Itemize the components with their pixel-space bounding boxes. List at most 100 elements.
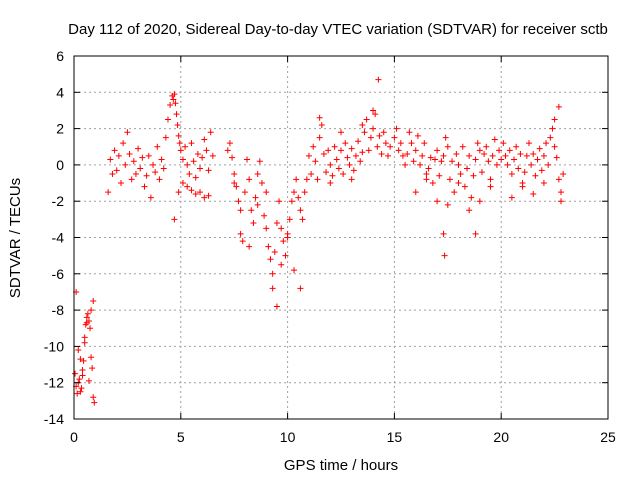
data-point: [172, 100, 179, 107]
data-point: [538, 167, 545, 174]
data-point: [457, 170, 464, 177]
data-point: [498, 156, 505, 163]
y-tick-label: -4: [52, 230, 65, 246]
data-point: [141, 183, 148, 190]
data-point: [359, 149, 366, 156]
data-point: [265, 243, 272, 250]
data-point: [107, 156, 114, 163]
data-point: [152, 169, 159, 176]
data-point: [382, 140, 389, 147]
data-point: [425, 165, 432, 172]
data-point: [231, 180, 238, 187]
data-point: [143, 172, 150, 179]
data-point: [237, 230, 244, 237]
data-point: [88, 354, 95, 361]
x-tick-label: 0: [70, 429, 78, 445]
data-point: [224, 147, 231, 154]
data-point: [291, 189, 298, 196]
data-point: [434, 198, 441, 205]
data-point: [361, 129, 368, 136]
data-point: [380, 129, 387, 136]
data-point: [90, 298, 97, 305]
data-point: [397, 140, 404, 147]
data-point: [235, 198, 242, 205]
data-point: [162, 134, 169, 141]
data-point: [237, 207, 244, 214]
data-point: [329, 172, 336, 179]
data-point: [176, 140, 183, 147]
data-point: [280, 238, 287, 245]
data-point: [192, 174, 199, 181]
data-point: [374, 143, 381, 150]
data-point: [487, 183, 494, 190]
data-point: [284, 230, 291, 237]
data-point: [164, 116, 171, 123]
data-point: [273, 303, 280, 310]
data-points: [72, 76, 567, 406]
data-point: [201, 136, 208, 143]
data-point: [476, 198, 483, 205]
data-point: [312, 158, 319, 165]
data-point: [199, 154, 206, 161]
data-point: [493, 161, 500, 168]
data-point: [291, 267, 298, 274]
data-point: [325, 147, 332, 154]
x-tick-label: 5: [177, 429, 185, 445]
data-point: [352, 152, 359, 159]
data-point: [357, 158, 364, 165]
data-point: [365, 147, 372, 154]
data-point: [536, 145, 543, 152]
data-point: [417, 161, 424, 168]
data-point: [502, 152, 509, 159]
data-point: [476, 147, 483, 154]
data-point: [87, 325, 94, 332]
data-point: [209, 152, 216, 159]
data-point: [124, 129, 131, 136]
data-point: [412, 189, 419, 196]
data-point: [318, 121, 325, 128]
data-point: [528, 161, 535, 168]
data-point: [254, 201, 261, 208]
data-point: [239, 238, 246, 245]
data-point: [387, 143, 394, 150]
data-point: [252, 194, 259, 201]
data-point: [188, 140, 195, 147]
data-point: [455, 161, 462, 168]
data-point: [310, 143, 317, 150]
data-point: [464, 165, 471, 172]
data-point: [173, 111, 180, 118]
data-point: [348, 145, 355, 152]
data-point: [525, 140, 532, 147]
data-point: [427, 154, 434, 161]
data-point: [246, 176, 253, 183]
data-point: [378, 151, 385, 158]
data-point: [323, 169, 330, 176]
data-point: [139, 154, 146, 161]
data-point: [393, 125, 400, 132]
data-point: [558, 198, 565, 205]
data-point: [500, 140, 507, 147]
data-point: [316, 134, 323, 141]
data-point: [84, 310, 91, 317]
data-point: [350, 167, 357, 174]
data-point: [442, 134, 449, 141]
data-point: [75, 347, 82, 354]
data-point: [241, 189, 248, 196]
data-point: [276, 198, 283, 205]
data-point: [545, 161, 552, 168]
data-point: [308, 170, 315, 177]
data-point: [540, 180, 547, 187]
data-point: [519, 183, 526, 190]
data-point: [451, 189, 458, 196]
y-tick-label: -10: [44, 338, 64, 354]
data-point: [297, 207, 304, 214]
data-point: [188, 187, 195, 194]
data-point: [517, 151, 524, 158]
data-point: [472, 230, 479, 237]
data-point: [466, 152, 473, 159]
data-point: [171, 91, 178, 98]
data-point: [485, 158, 492, 165]
data-point: [359, 121, 366, 128]
data-point: [423, 170, 430, 177]
data-point: [192, 190, 199, 197]
